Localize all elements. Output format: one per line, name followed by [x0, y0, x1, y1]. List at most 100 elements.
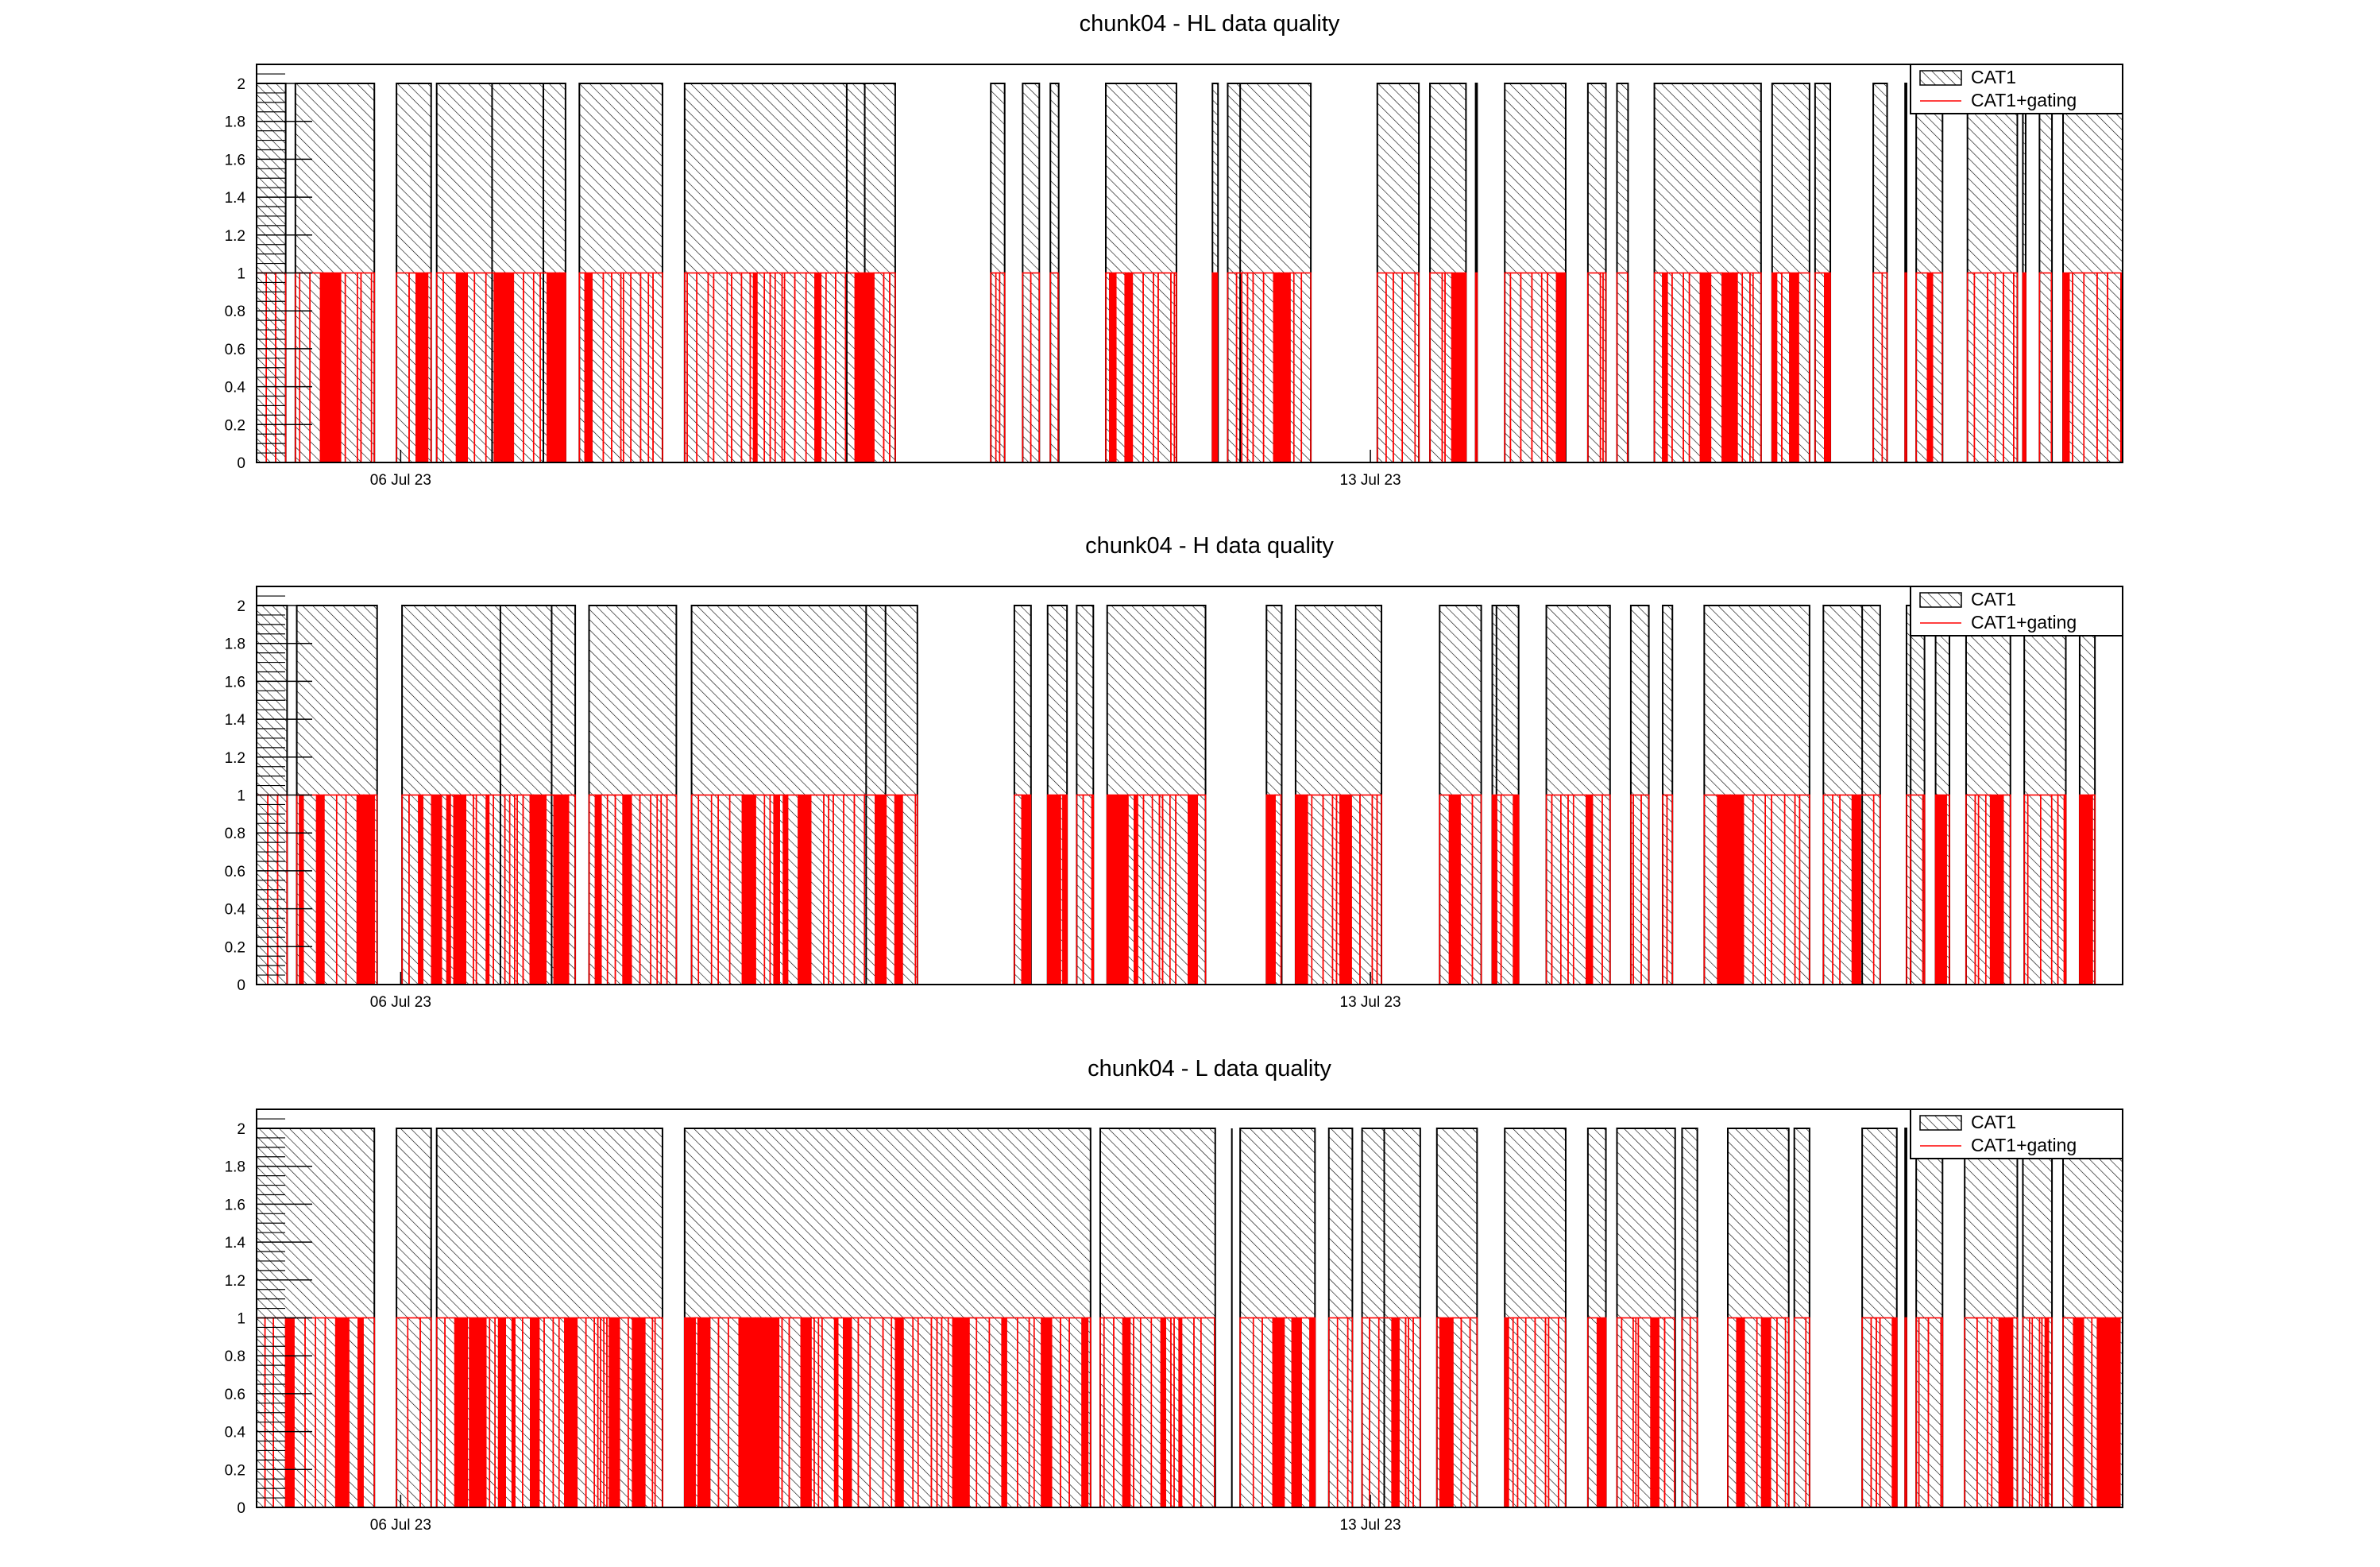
y-tick-label: 1.8 [225, 636, 245, 653]
gating-bin [497, 1317, 506, 1508]
gating-bin [1272, 1317, 1285, 1508]
gating-bin [1989, 794, 2004, 985]
chart-panel-hl: chunk04 - HL data quality 0 0.2 0.4 0.6 0.8 1 1… [225, 11, 2124, 489]
gating-bin [782, 794, 789, 985]
y-tick-label: 1.2 [225, 750, 245, 767]
y-tick-label: 1.6 [225, 1197, 245, 1213]
y-tick-label: 1.6 [225, 674, 245, 691]
y-tick-label: 0.6 [225, 1387, 245, 1403]
legend: CAT1 CAT1+gating [1910, 1109, 2123, 1159]
gating-bin [2114, 1317, 2121, 1508]
gating-bin [1265, 794, 1276, 985]
gating-bin [1824, 272, 1831, 463]
y-tick-label: 1.4 [225, 1235, 246, 1252]
gating-bin [1650, 1317, 1659, 1508]
y-tick-label: 0.8 [225, 304, 245, 320]
gating-bin [952, 1317, 966, 1508]
gating-bin [547, 272, 555, 463]
chart-title: chunk04 - H data quality [1085, 533, 1334, 559]
gating-bin [632, 1317, 646, 1508]
gating-bin [1021, 794, 1032, 985]
legend-label-gating: CAT1+gating [1971, 1135, 2077, 1155]
y-tick-label: 1.2 [225, 228, 245, 245]
gating-bin [334, 1317, 350, 1508]
gating-bin [765, 1317, 777, 1508]
gating-bin [1081, 1317, 1089, 1508]
x-tick-label: 06 Jul 23 [370, 1517, 431, 1534]
y-tick-label: 1.8 [225, 1159, 245, 1176]
gating-bin [1513, 794, 1520, 985]
gating-bin [1041, 1317, 1053, 1508]
y-tick-label: 0 [237, 455, 245, 472]
y-tick-label: 1 [237, 266, 245, 283]
x-tick-label: 13 Jul 23 [1340, 1517, 1401, 1534]
gating-bin [594, 794, 602, 985]
gating-bin [864, 272, 875, 463]
x-tick-label: 13 Jul 23 [1340, 994, 1401, 1011]
gating-bin [1001, 1317, 1007, 1508]
gating-bin [532, 794, 547, 985]
gating-bin [894, 1317, 904, 1508]
gating-bin [2073, 1317, 2084, 1508]
gating-bin [315, 794, 325, 985]
y-tick-label: 1.4 [225, 712, 246, 729]
legend-hatch-swatch [1919, 592, 1962, 608]
y-tick-label: 0.4 [225, 902, 246, 919]
gating-bin [798, 794, 812, 985]
gating-bin [2022, 272, 2026, 463]
gating-bin [1771, 272, 1778, 463]
legend-hatch-swatch [1919, 1115, 1962, 1131]
y-tick-label: 2 [237, 1121, 245, 1138]
gating-bin [564, 1317, 578, 1508]
legend: CAT1 CAT1+gating [1910, 64, 2123, 114]
gating-bin [363, 794, 375, 985]
gating-bin [1062, 794, 1068, 985]
gating-bin [1596, 1317, 1607, 1508]
chart-title: chunk04 - L data quality [1088, 1056, 1331, 1081]
gating-bin [1273, 272, 1280, 463]
chart-panel-h: chunk04 - H data quality 0 0.2 0.4 0.6 0.8 1 1.… [225, 533, 2123, 1011]
y-tick-label: 1 [237, 1311, 245, 1328]
gating-bin [964, 1317, 970, 1508]
y-tick-label: 0 [237, 1500, 245, 1517]
gating-bin [1760, 1317, 1771, 1508]
y-tick-label: 0.6 [225, 864, 245, 880]
y-tick-label: 1.8 [225, 114, 245, 131]
y-tick-label: 0.8 [225, 1348, 245, 1365]
legend-hatch-swatch [1919, 70, 1962, 86]
gating-bin [553, 794, 566, 985]
gating-bin [697, 1317, 711, 1508]
gating-bin [1118, 794, 1129, 985]
gating-bin [2079, 794, 2093, 985]
gating-bin [319, 272, 333, 463]
y-tick-label: 1.4 [225, 190, 246, 207]
gating-bin [1309, 1317, 1316, 1508]
gating-bin [800, 1317, 812, 1508]
gating-bin [530, 1317, 540, 1508]
gating-bin [1851, 794, 1861, 985]
gating-bin [1789, 272, 1799, 463]
x-tick-label: 13 Jul 23 [1340, 472, 1401, 489]
gating-bin [1586, 794, 1594, 985]
gating-bin [1211, 272, 1219, 463]
gating-bin [1729, 794, 1744, 985]
gating-bin [854, 272, 866, 463]
y-tick-label: 0.6 [225, 342, 245, 358]
gating-bin [1926, 272, 1934, 463]
gating-bin [469, 1317, 478, 1508]
gating-bin [875, 794, 887, 985]
y-tick-label: 0.2 [225, 417, 245, 434]
gating-bin [757, 1317, 767, 1508]
gating-bin [431, 794, 442, 985]
gating-bin [741, 794, 756, 985]
gating-bin [1717, 794, 1731, 985]
gating-bin [1125, 1317, 1131, 1508]
gating-bin [1439, 1317, 1454, 1508]
gating-bin [477, 1317, 487, 1508]
gating-bin [814, 272, 822, 463]
gating-bin [746, 1317, 756, 1508]
legend: CAT1 CAT1+gating [1910, 586, 2123, 636]
y-tick-label: 0.2 [225, 939, 245, 956]
gating-bin [2062, 272, 2070, 463]
